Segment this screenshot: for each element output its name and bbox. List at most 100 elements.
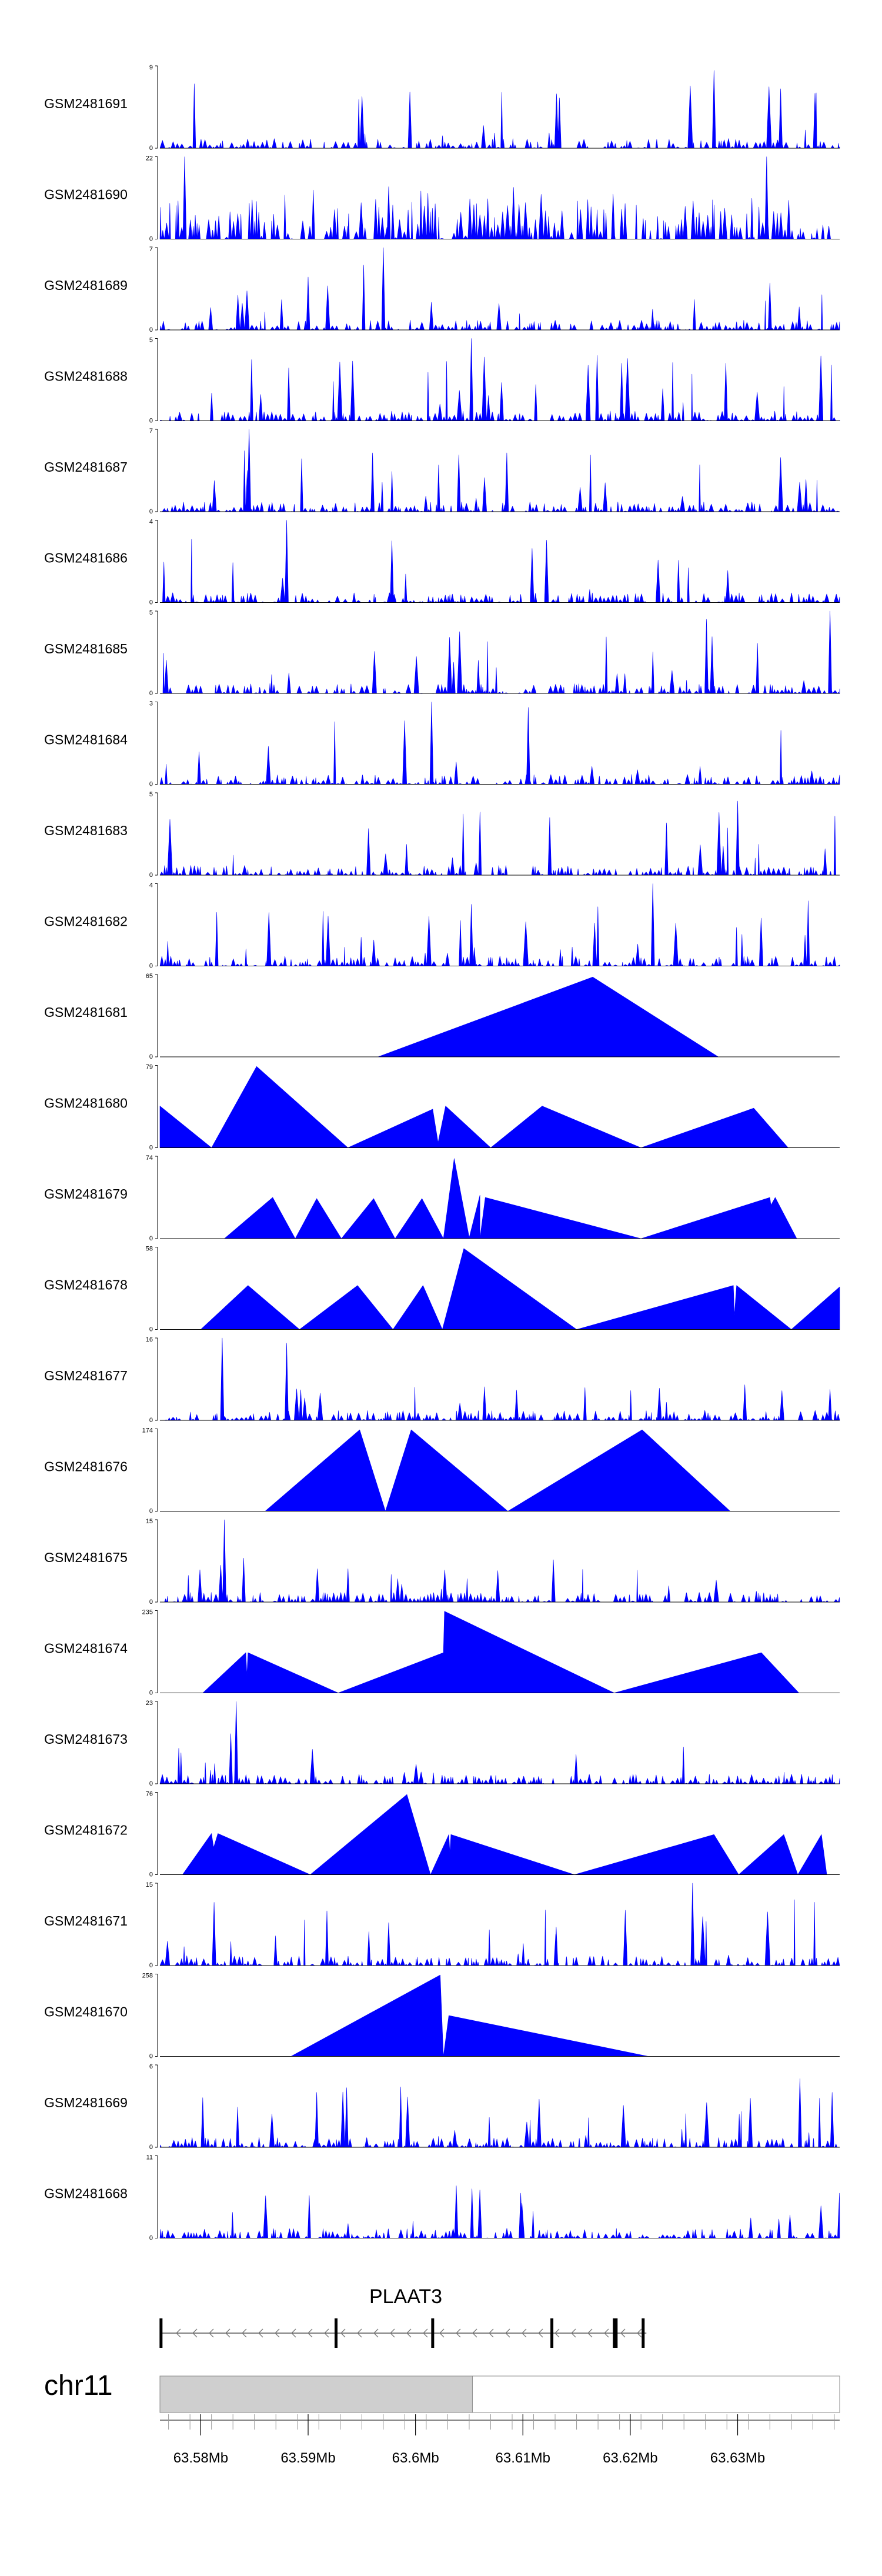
track-ymin-label: 0 (149, 1690, 153, 1697)
gene-strand-chevron (456, 2328, 461, 2338)
track-label: GSM2481679 (44, 1186, 128, 1202)
track-label: GSM2481676 (44, 1459, 128, 1474)
track-GSM2481677: GSM2481677 16 0 (44, 1336, 840, 1424)
gene-strand-chevron (373, 2328, 379, 2338)
gene-strand-chevron (604, 2328, 609, 2338)
track-label: GSM2481677 (44, 1368, 128, 1383)
track-signal-area (290, 1974, 649, 2057)
track-GSM2481670: GSM2481670 258 0 (44, 1973, 840, 2060)
track-GSM2481684: GSM2481684 3 0 (44, 700, 840, 788)
gene-strand-chevron (587, 2328, 593, 2338)
track-GSM2481691: GSM2481691 9 0 (44, 64, 840, 152)
track-signal-area (265, 1429, 730, 1511)
axis-tick-label: 63.59Mb (280, 2450, 335, 2466)
track-GSM2481681: GSM2481681 65 0 (44, 973, 840, 1060)
track-signal-area (182, 1794, 827, 1875)
track-ymax-label: 22 (146, 155, 153, 162)
track-ymax-label: 23 (146, 1700, 153, 1707)
track-ymax-label: 15 (146, 1518, 153, 1525)
track-GSM2481668: GSM2481668 11 0 (44, 2154, 840, 2242)
track-ymax-label: 5 (149, 337, 153, 344)
track-signal-area (159, 70, 840, 149)
track-GSM2481678: GSM2481678 58 0 (44, 1246, 840, 1333)
axis-tick-label: 63.6Mb (392, 2450, 439, 2466)
track-ymin-label: 0 (149, 690, 153, 697)
track-GSM2481675: GSM2481675 15 0 (44, 1518, 840, 1606)
track-GSM2481683: GSM2481683 5 0 (44, 791, 840, 879)
track-ymax-label: 4 (149, 882, 153, 889)
track-ymax-label: 16 (146, 1336, 153, 1343)
axis-tick-label: 63.62Mb (603, 2450, 657, 2466)
track-ymax-label: 5 (149, 791, 153, 798)
track-label: GSM2481690 (44, 187, 128, 202)
track-ymax-label: 235 (142, 1609, 153, 1616)
track-signal-area (159, 1519, 840, 1603)
axis-tick-label: 63.61Mb (496, 2450, 550, 2466)
track-ymin-label: 0 (149, 508, 153, 515)
signal-tracks: GSM248169190GSM2481690220GSM248168970GSM… (44, 64, 840, 2242)
track-label: GSM2481681 (44, 1005, 128, 1020)
track-label: GSM2481684 (44, 732, 128, 748)
track-label: GSM2481678 (44, 1277, 128, 1293)
gene-strand-chevron (242, 2328, 247, 2338)
track-ymax-label: 11 (146, 2154, 153, 2161)
track-ymax-label: 7 (149, 246, 153, 253)
gene-strand-chevron (176, 2328, 181, 2338)
track-GSM2481686: GSM2481686 4 0 (44, 519, 840, 606)
track-label: GSM2481674 (44, 1641, 128, 1656)
track-label: GSM2481673 (44, 1731, 128, 1747)
track-ymax-label: 79 (146, 1064, 153, 1071)
gene-annotation-track: PLAAT3 (159, 2285, 647, 2348)
track-ymax-label: 15 (146, 1881, 153, 1888)
track-ymin-label: 0 (149, 781, 153, 788)
track-label: GSM2481687 (44, 459, 128, 475)
track-signal-area (159, 800, 840, 876)
track-GSM2481690: GSM2481690 22 0 (44, 155, 840, 243)
track-signal-area (159, 338, 840, 421)
track-ymin-label: 0 (149, 599, 153, 606)
track-signal-area (159, 702, 840, 785)
track-ymin-label: 0 (149, 418, 153, 425)
gene-strand-chevron (554, 2328, 560, 2338)
gene-strand-chevron (620, 2328, 626, 2338)
track-signal-area (159, 610, 840, 694)
track-signal-area (377, 977, 719, 1057)
track-GSM2481688: GSM2481688 5 0 (44, 337, 840, 425)
track-label: GSM2481688 (44, 369, 128, 384)
track-ymax-label: 76 (146, 1791, 153, 1798)
track-signal-area (159, 520, 840, 603)
track-signal-area (224, 1158, 797, 1239)
track-label: GSM2481668 (44, 2186, 128, 2201)
track-GSM2481679: GSM2481679 74 0 (44, 1154, 840, 1242)
gene-strand-chevron (439, 2328, 445, 2338)
gene-strand-chevron (308, 2328, 313, 2338)
track-label: GSM2481682 (44, 914, 128, 929)
track-ymax-label: 174 (142, 1427, 153, 1434)
track-ymax-label: 5 (149, 609, 153, 616)
track-signal-area (159, 247, 840, 331)
track-signal-area (159, 1883, 840, 1966)
track-ymin-label: 0 (149, 145, 153, 152)
track-ymin-label: 0 (149, 1599, 153, 1606)
track-label: GSM2481671 (44, 1913, 128, 1928)
track-signal-area (159, 883, 840, 966)
track-label: GSM2481680 (44, 1096, 128, 1111)
gene-strand-chevron (225, 2328, 230, 2338)
track-label: GSM2481675 (44, 1550, 128, 1565)
axis-tick-label: 63.58Mb (173, 2450, 228, 2466)
gene-strand-chevron (423, 2328, 428, 2338)
track-ymin-label: 0 (149, 326, 153, 333)
track-label: GSM2481686 (44, 550, 128, 566)
track-ymax-label: 58 (146, 1246, 153, 1253)
gene-exon (613, 2318, 618, 2348)
track-ymin-label: 0 (149, 1871, 153, 1878)
track-GSM2481673: GSM2481673 23 0 (44, 1700, 840, 1787)
gene-strand-chevron (291, 2328, 296, 2338)
gene-strand-chevron (275, 2328, 280, 2338)
gene-exon (642, 2318, 645, 2348)
genome-axis: 63.58Mb 63.59Mb 63.6Mb 63.61Mb 63.62Mb 63.63M… (160, 2414, 840, 2466)
track-ymax-label: 3 (149, 700, 153, 708)
gene-strand-chevron (209, 2328, 214, 2338)
track-GSM2481672: GSM2481672 76 0 (44, 1791, 840, 1878)
